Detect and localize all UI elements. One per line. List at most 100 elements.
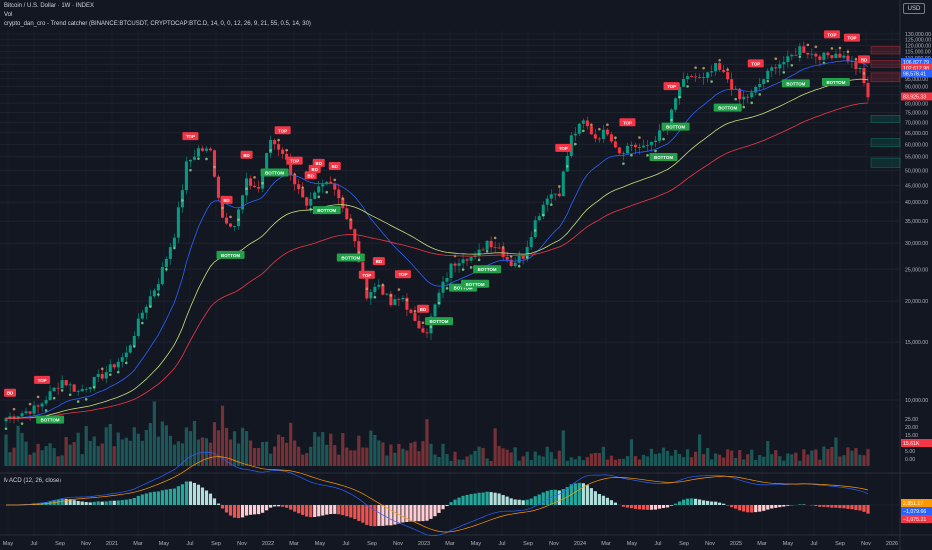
volume-bar xyxy=(44,446,48,466)
volume-bar xyxy=(156,436,160,466)
volume-bar xyxy=(629,439,634,466)
macd-histogram-bar xyxy=(232,505,237,518)
time-tick-label: Sep xyxy=(55,541,65,547)
volume-bar xyxy=(726,449,730,466)
volume-bar xyxy=(140,440,144,466)
volume-bar xyxy=(116,432,120,466)
price-badge xyxy=(901,63,932,72)
candle-body xyxy=(750,92,754,98)
trend-dot xyxy=(846,50,850,54)
macd-histogram-bar xyxy=(301,505,305,515)
macd-histogram-bar xyxy=(633,505,638,509)
macd-histogram-bar xyxy=(236,505,241,519)
volume-bar xyxy=(4,434,8,466)
macd-histogram-bar xyxy=(621,505,626,507)
price-tick-label: 30,000.00 xyxy=(905,241,928,247)
price-badge-label: 102,612.98 xyxy=(903,66,929,72)
candle-body xyxy=(810,53,814,55)
volume-bar xyxy=(489,460,493,466)
indicator-label[interactable]: crypto_dan_cro - Trend catcher (BINANCE:… xyxy=(4,21,311,27)
macd-histogram-bar xyxy=(64,498,68,505)
macd-histogram-bar xyxy=(385,505,389,526)
candle-body xyxy=(790,54,794,57)
volume-bar xyxy=(685,449,690,466)
candle-body xyxy=(253,185,257,188)
volume-label[interactable]: Vol xyxy=(4,12,13,18)
candle-body xyxy=(192,156,196,160)
macd-histogram-bar xyxy=(337,505,341,515)
volume-bar xyxy=(493,428,497,466)
macd-histogram-bar xyxy=(742,505,746,512)
candle-body xyxy=(517,255,521,263)
candle-body xyxy=(782,62,786,65)
signal-label: BD xyxy=(223,198,229,203)
volume-bar xyxy=(834,437,838,466)
trend-dot xyxy=(541,213,545,217)
candle-body xyxy=(96,373,100,377)
candle-body xyxy=(441,281,445,293)
macd-histogram-bar xyxy=(693,498,698,505)
volume-bar xyxy=(461,459,465,466)
volume-bar xyxy=(429,443,433,466)
volume-bar xyxy=(677,454,682,466)
volume-bar xyxy=(248,440,253,466)
candle-body xyxy=(108,364,112,373)
candle-body xyxy=(92,376,96,388)
volume-tick-label: 0.00 xyxy=(905,457,915,463)
candle-body xyxy=(758,84,762,87)
volume-bar xyxy=(321,432,325,466)
volume-bar xyxy=(469,454,473,466)
volume-bar xyxy=(613,459,618,466)
volume-bar xyxy=(754,459,758,466)
candle-body xyxy=(649,141,654,145)
macd-histogram-bar xyxy=(493,492,497,505)
signal-label: BOTTOM xyxy=(466,282,485,287)
volume-bar xyxy=(373,435,377,466)
volume-bar xyxy=(212,422,217,466)
signal-label: BOTTOM xyxy=(221,253,240,258)
candle-body xyxy=(770,67,774,71)
candle-body xyxy=(176,207,180,238)
macd-histogram-bar xyxy=(722,503,726,505)
macd-label[interactable]: MACD (12, 26, close) xyxy=(4,478,62,484)
macd-histogram-bar xyxy=(212,498,217,505)
macd-histogram-bar xyxy=(92,501,96,505)
trend-dot xyxy=(654,149,657,153)
signal-badge xyxy=(713,103,742,112)
trend-dot xyxy=(525,256,529,259)
candle-body xyxy=(72,384,76,392)
volume-bar xyxy=(437,456,441,466)
volume-bar xyxy=(305,453,309,466)
signal-badge xyxy=(823,30,840,39)
candle-body xyxy=(381,284,385,295)
volume-bar xyxy=(168,435,172,466)
macd-histogram-bar xyxy=(273,505,277,507)
signal-badge xyxy=(312,206,341,215)
signal-badge xyxy=(843,33,860,42)
volume-bar xyxy=(112,446,116,466)
candle-body xyxy=(4,418,8,422)
candle-body xyxy=(613,141,617,148)
volume-bar xyxy=(196,439,201,466)
candle-body xyxy=(112,364,116,368)
signal-badge xyxy=(336,253,365,262)
volume-bar xyxy=(68,444,72,466)
candle-body xyxy=(261,172,265,189)
volume-bar xyxy=(216,430,221,466)
macd-histogram-bar xyxy=(305,505,309,517)
currency-button[interactable]: USD xyxy=(903,3,925,14)
volume-bar xyxy=(473,450,477,466)
macd-histogram-bar xyxy=(120,500,124,505)
candle-body xyxy=(68,384,72,386)
volume-bar xyxy=(120,439,124,466)
macd-histogram-bar xyxy=(132,497,136,505)
candle-body xyxy=(104,372,108,379)
macd-histogram-bar xyxy=(754,505,758,513)
macd-histogram-bar xyxy=(649,505,654,510)
trend-dot xyxy=(854,58,858,61)
volume-bar xyxy=(653,454,658,466)
time-tick-label: 2024 xyxy=(574,541,586,547)
candle-body xyxy=(637,146,641,148)
signal-badge xyxy=(358,270,375,279)
